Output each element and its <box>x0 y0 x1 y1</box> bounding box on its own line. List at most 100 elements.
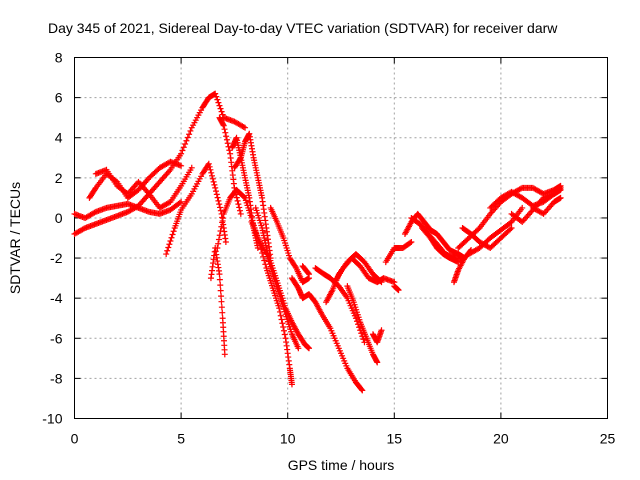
data-point <box>378 327 385 334</box>
data-point <box>280 323 287 330</box>
plot-frame <box>74 57 608 419</box>
y-tick-label: -2 <box>50 250 63 266</box>
data-point <box>240 193 247 200</box>
series-arc-1 <box>71 90 249 237</box>
series-arc-6 <box>207 245 228 358</box>
series-arc-11 <box>252 204 313 352</box>
data-point <box>277 312 284 319</box>
data-point <box>219 309 226 316</box>
series-arc-8 <box>216 114 244 217</box>
data-point <box>517 185 524 192</box>
data-point <box>216 276 223 283</box>
data-point <box>211 181 218 188</box>
data-point <box>557 184 564 191</box>
data-point <box>217 282 224 289</box>
data-point <box>168 234 175 241</box>
data-point <box>217 287 224 294</box>
data-point <box>539 210 546 217</box>
y-axis-label: SDTVAR / TECUs <box>7 182 23 294</box>
data-point <box>233 194 240 201</box>
data-point <box>261 257 268 264</box>
y-tick-label: 8 <box>55 50 63 66</box>
data-point <box>182 140 189 147</box>
data-point <box>215 236 222 243</box>
y-tick-label: -6 <box>50 330 63 346</box>
data-point <box>236 204 243 211</box>
x-tick-label: 15 <box>387 431 403 447</box>
data-point <box>358 330 365 337</box>
data-point <box>306 345 313 352</box>
data-point <box>178 150 185 157</box>
data-point <box>91 209 98 216</box>
x-tick-label: 5 <box>177 431 185 447</box>
data-point <box>507 219 514 226</box>
x-tick-label: 0 <box>71 431 79 447</box>
data-point <box>358 386 365 393</box>
series-arc-20 <box>369 327 385 346</box>
data-point <box>169 231 176 238</box>
series-arc-2 <box>71 198 185 221</box>
data-point <box>235 201 242 208</box>
data-point <box>507 226 514 233</box>
data-point <box>236 207 243 214</box>
data-point <box>209 175 216 182</box>
data-point <box>278 316 285 323</box>
data-point <box>180 144 187 151</box>
chart-title: Day 345 of 2021, Sidereal Day-to-day VTE… <box>48 20 558 36</box>
data-point <box>216 201 223 208</box>
data-point <box>187 127 194 134</box>
data-point <box>220 122 227 129</box>
data-point <box>221 351 228 358</box>
data-point <box>178 162 185 169</box>
data-point <box>166 241 173 248</box>
data-point <box>212 90 219 97</box>
data-point <box>218 293 225 300</box>
series-arc-13 <box>267 204 313 286</box>
data-point <box>80 225 87 232</box>
data-point <box>176 199 183 206</box>
series-arc-31 <box>508 184 564 225</box>
data-point <box>218 108 225 115</box>
data-point <box>374 359 381 366</box>
data-point <box>206 163 213 170</box>
data-point <box>475 226 482 233</box>
data-point <box>237 210 244 217</box>
data-point <box>288 381 295 388</box>
data-point <box>217 227 224 234</box>
data-point <box>188 164 195 171</box>
series-arc-22 <box>391 283 402 294</box>
data-point <box>519 204 526 211</box>
data-point <box>306 271 313 278</box>
data-point <box>219 111 226 118</box>
data-point <box>557 194 564 201</box>
data-point <box>232 188 239 195</box>
data-point <box>186 131 193 138</box>
series-arc-29 <box>459 224 515 252</box>
data-point <box>222 239 229 246</box>
data-point <box>292 263 299 270</box>
data-point <box>166 199 173 206</box>
data-point <box>221 126 228 133</box>
data-point <box>164 247 171 254</box>
data-point <box>213 191 220 198</box>
y-tick-label: -8 <box>50 370 63 386</box>
series-arc-10 <box>231 130 274 262</box>
y-axis: -10 -8 -6 -4 -2 0 2 4 6 8 <box>42 50 608 427</box>
data-point <box>213 188 220 195</box>
data-point <box>234 197 241 204</box>
data-point <box>223 133 230 140</box>
data-point <box>508 224 515 231</box>
data-point <box>210 178 217 185</box>
data-point <box>184 134 191 141</box>
data-point <box>214 96 221 103</box>
data-point <box>215 197 222 204</box>
data-point <box>295 345 302 352</box>
data-point <box>219 215 226 222</box>
y-tick-label: 4 <box>55 130 63 146</box>
data-point <box>218 298 225 305</box>
y-tick-label: -10 <box>42 411 62 427</box>
data-point <box>216 102 223 109</box>
y-tick-label: 6 <box>55 90 63 106</box>
series-arc-32 <box>529 194 564 217</box>
